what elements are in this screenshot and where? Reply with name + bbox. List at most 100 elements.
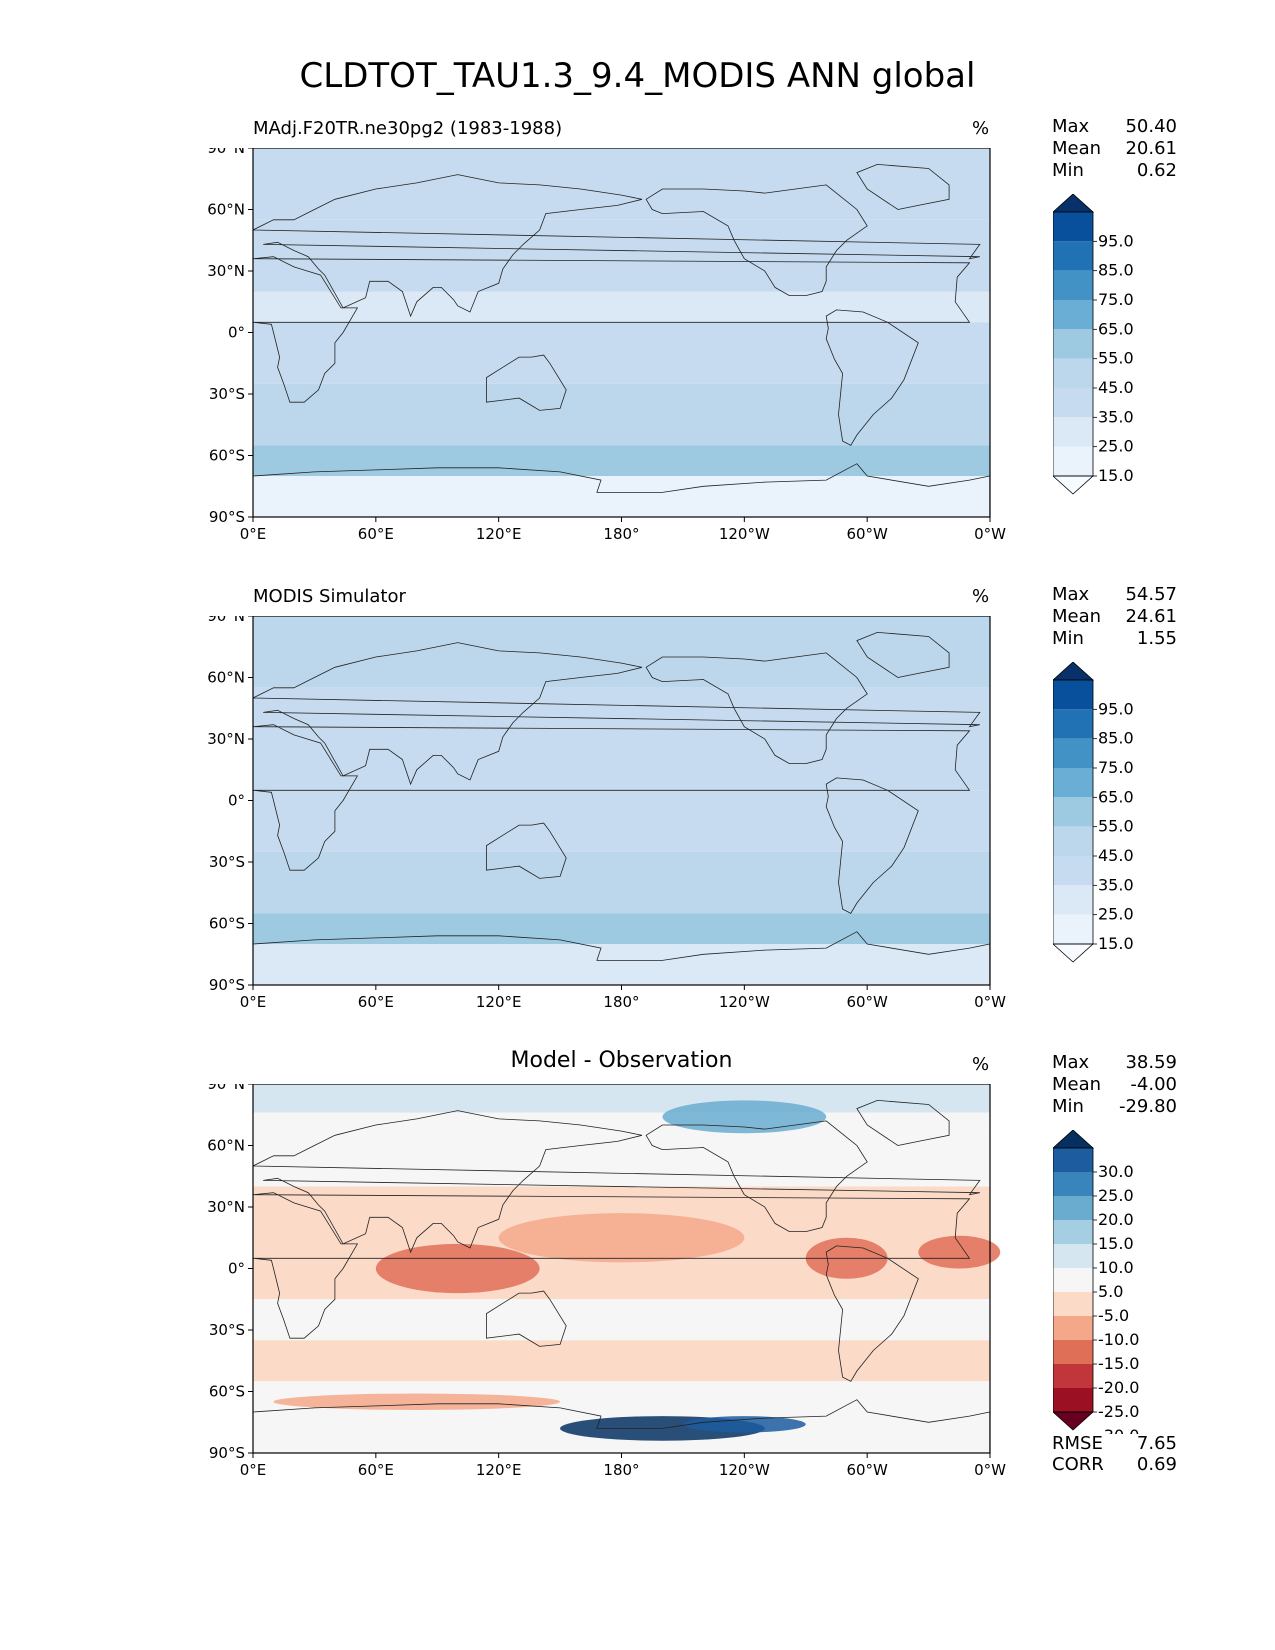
lon-tick-label: 60°W — [846, 993, 888, 1011]
lon-tick-label: 120°E — [476, 993, 522, 1011]
stat-value: 54.57 — [1125, 584, 1177, 605]
colorbar-tick-label: 5.0 — [1098, 1282, 1123, 1301]
colorbar-segment — [1053, 1220, 1093, 1244]
colorbar: 95.0 85.0 75.0 65.0 55.0 45.0 35.0 25.0 15.0 5.0 — [1053, 194, 1134, 498]
colorbar-segment — [1053, 768, 1093, 798]
field-band — [253, 291, 990, 323]
colorbar-tick-label: 55.0 — [1098, 349, 1134, 368]
stat-label: CORR — [1052, 1454, 1104, 1475]
field-band — [253, 790, 990, 852]
colorbar-tick-label: 15.0 — [1098, 466, 1134, 485]
lat-tick-label: 90°S — [209, 976, 245, 994]
colorbar-tick-label: 65.0 — [1098, 787, 1134, 806]
colorbar-tick-label: 10.0 — [1098, 1258, 1134, 1277]
coastline — [485, 1290, 567, 1347]
colorbar-tick-label: -20.0 — [1098, 1378, 1139, 1397]
colorbar-tick-label: 25.0 — [1098, 905, 1134, 924]
stat-value: 0.69 — [1136, 1454, 1177, 1475]
lon-tick-label: 0°W — [974, 993, 1006, 1011]
colorbar-segment — [1053, 680, 1093, 710]
colorbar-tick-label: 5.0 — [1098, 963, 1123, 966]
colorbar-tick-label: 85.0 — [1098, 261, 1134, 280]
colorbar-tick-label: 35.0 — [1098, 875, 1134, 894]
lat-tick-label: 90°N — [207, 148, 245, 157]
coastline — [252, 1110, 981, 1254]
colorbar-tick-label: 85.0 — [1098, 729, 1134, 748]
colorbar-extend-max — [1053, 1130, 1095, 1149]
lat-tick-label: 30°N — [207, 730, 245, 748]
lat-tick-label: 30°N — [207, 1198, 245, 1216]
stat-value: 20.61 — [1125, 138, 1177, 159]
coastline — [825, 777, 919, 914]
colorbar-segment — [1053, 358, 1093, 388]
stat-value: -29.80 — [1118, 1096, 1177, 1117]
colorbar-segment — [1053, 1268, 1093, 1292]
colorbar-tick-label: 25.0 — [1098, 437, 1134, 456]
colorbar-extend-max — [1053, 662, 1095, 681]
field-band — [253, 1112, 990, 1134]
coastline — [645, 184, 868, 297]
colorbar-tick-label: 15.0 — [1098, 1234, 1134, 1253]
stat-value: 50.40 — [1125, 116, 1177, 137]
lat-tick-label: 0° — [228, 1260, 245, 1278]
lon-tick-label: 60°W — [846, 1461, 888, 1479]
colorbar-segment — [1053, 885, 1093, 915]
stat-label: Mean — [1052, 606, 1102, 627]
colorbar-segment — [1053, 1148, 1093, 1172]
units-label: % — [972, 1054, 990, 1075]
lon-tick-label: 180° — [603, 993, 639, 1011]
colorbar-segment — [1053, 738, 1093, 768]
lat-tick-label: 60°S — [209, 447, 245, 465]
coastline — [825, 1245, 919, 1382]
colorbar-segment — [1053, 1388, 1093, 1412]
coastline — [252, 256, 971, 403]
lon-tick-label: 60°E — [358, 525, 394, 543]
units-label: % — [972, 586, 990, 607]
field-band — [253, 476, 990, 517]
coastline — [856, 631, 950, 678]
colorbar-tick-label: 35.0 — [1098, 407, 1134, 426]
coastline — [485, 822, 567, 879]
units-label: % — [972, 118, 990, 139]
lon-tick-label: 60°E — [358, 993, 394, 1011]
stat-label: Max — [1052, 584, 1090, 605]
anomaly-blob — [273, 1393, 561, 1410]
stat-value: -4.00 — [1130, 1074, 1177, 1095]
panel-title: MAdj.F20TR.ne30pg2 (1983-1988) — [253, 118, 563, 139]
colorbar-tick-label: 15.0 — [1098, 934, 1134, 953]
stat-corr: CORR 0.69 — [1052, 1454, 1177, 1476]
colorbar-tick-label: 95.0 — [1098, 699, 1134, 718]
field-band — [253, 759, 990, 791]
lon-tick-label: 120°E — [476, 1461, 522, 1479]
stat-label: Mean — [1052, 138, 1102, 159]
colorbar-extend-max — [1053, 194, 1095, 213]
field-band — [253, 1084, 990, 1113]
anomaly-blob — [682, 1416, 806, 1433]
colorbar-tick-label: -10.0 — [1098, 1330, 1139, 1349]
coastline — [825, 309, 919, 446]
lon-tick-label: 120°W — [719, 525, 770, 543]
anomaly-blob — [918, 1235, 1001, 1269]
stat-min: Min -29.80 — [1052, 1096, 1177, 1118]
colorbar-segment — [1053, 388, 1093, 418]
lat-tick-label: 90°N — [207, 616, 245, 625]
stat-label: Min — [1052, 160, 1084, 181]
colorbar-extend-min — [1053, 475, 1095, 495]
stat-min: Min 1.55 — [1052, 628, 1177, 650]
colorbar-segment — [1053, 797, 1093, 827]
lat-tick-label: 60°N — [207, 201, 245, 219]
colorbar: 95.0 85.0 75.0 65.0 55.0 45.0 35.0 25.0 15.0 5.0 — [1053, 662, 1134, 966]
colorbar-segment — [1053, 856, 1093, 886]
field-band — [253, 1299, 990, 1341]
panel-title: Model - Observation — [510, 1048, 733, 1073]
map-plot: 0°E 60°E 120°E 180° 120°W 60°W 0°W 90°N 60°N 30°N… — [207, 148, 1006, 543]
stat-label: Max — [1052, 116, 1090, 137]
stat-max: Max 50.40 — [1052, 116, 1177, 138]
stat-mean: Mean -4.00 — [1052, 1074, 1177, 1096]
stat-label: Max — [1052, 1052, 1090, 1073]
lat-tick-label: 90°S — [209, 1444, 245, 1462]
field-band — [253, 1340, 990, 1382]
field-band — [253, 383, 990, 446]
coastline — [856, 1099, 950, 1146]
stat-min: Min 0.62 — [1052, 160, 1177, 182]
